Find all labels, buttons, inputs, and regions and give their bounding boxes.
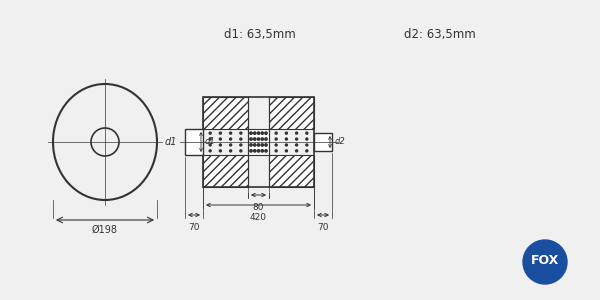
Circle shape bbox=[220, 150, 221, 152]
Circle shape bbox=[240, 144, 242, 146]
Circle shape bbox=[220, 138, 221, 140]
Circle shape bbox=[286, 150, 287, 152]
Text: 70: 70 bbox=[317, 223, 329, 232]
Circle shape bbox=[209, 150, 211, 152]
Circle shape bbox=[265, 138, 267, 140]
Circle shape bbox=[306, 150, 308, 152]
Circle shape bbox=[265, 150, 267, 152]
Circle shape bbox=[275, 138, 277, 140]
Circle shape bbox=[230, 150, 232, 152]
Circle shape bbox=[250, 132, 252, 134]
Bar bbox=[269, 97, 314, 129]
Circle shape bbox=[220, 144, 221, 146]
Bar bbox=[248, 129, 269, 155]
Bar bbox=[269, 155, 314, 187]
Circle shape bbox=[286, 132, 287, 134]
Text: d1: 63,5mm: d1: 63,5mm bbox=[224, 28, 296, 41]
Circle shape bbox=[286, 138, 287, 140]
Circle shape bbox=[261, 150, 263, 152]
Text: ®: ® bbox=[545, 269, 551, 275]
Circle shape bbox=[257, 132, 260, 134]
Circle shape bbox=[275, 150, 277, 152]
Circle shape bbox=[261, 144, 263, 146]
Circle shape bbox=[296, 150, 298, 152]
Circle shape bbox=[254, 138, 256, 140]
Text: FOX: FOX bbox=[531, 254, 559, 266]
Circle shape bbox=[230, 138, 232, 140]
Circle shape bbox=[306, 138, 308, 140]
Circle shape bbox=[240, 138, 242, 140]
Circle shape bbox=[240, 132, 242, 134]
Circle shape bbox=[254, 144, 256, 146]
Circle shape bbox=[296, 132, 298, 134]
Text: d2: d2 bbox=[335, 137, 346, 146]
Text: d1: d1 bbox=[205, 137, 216, 146]
Circle shape bbox=[230, 132, 232, 134]
Circle shape bbox=[254, 150, 256, 152]
Circle shape bbox=[230, 144, 232, 146]
Text: d2: 63,5mm: d2: 63,5mm bbox=[404, 28, 476, 41]
Bar bbox=[203, 155, 248, 187]
Circle shape bbox=[250, 150, 252, 152]
Circle shape bbox=[523, 240, 567, 284]
Circle shape bbox=[209, 144, 211, 146]
Circle shape bbox=[275, 144, 277, 146]
Circle shape bbox=[306, 132, 308, 134]
Circle shape bbox=[254, 132, 256, 134]
Circle shape bbox=[250, 138, 252, 140]
Circle shape bbox=[296, 138, 298, 140]
Text: 80: 80 bbox=[253, 203, 264, 212]
Circle shape bbox=[257, 144, 260, 146]
Circle shape bbox=[220, 132, 221, 134]
Circle shape bbox=[275, 132, 277, 134]
Bar bbox=[203, 97, 248, 129]
Circle shape bbox=[209, 132, 211, 134]
Text: 420: 420 bbox=[250, 213, 267, 222]
Text: Ø198: Ø198 bbox=[92, 225, 118, 235]
Text: d1: d1 bbox=[165, 137, 178, 147]
Circle shape bbox=[209, 138, 211, 140]
Text: 70: 70 bbox=[188, 223, 200, 232]
Bar bbox=[203, 97, 314, 187]
Circle shape bbox=[286, 144, 287, 146]
Circle shape bbox=[296, 144, 298, 146]
Circle shape bbox=[261, 138, 263, 140]
Circle shape bbox=[265, 132, 267, 134]
Circle shape bbox=[261, 132, 263, 134]
Circle shape bbox=[257, 138, 260, 140]
Circle shape bbox=[306, 144, 308, 146]
Circle shape bbox=[250, 144, 252, 146]
Circle shape bbox=[257, 150, 260, 152]
Circle shape bbox=[240, 150, 242, 152]
Circle shape bbox=[265, 144, 267, 146]
Bar bbox=[314, 133, 332, 151]
Bar bbox=[185, 129, 203, 155]
